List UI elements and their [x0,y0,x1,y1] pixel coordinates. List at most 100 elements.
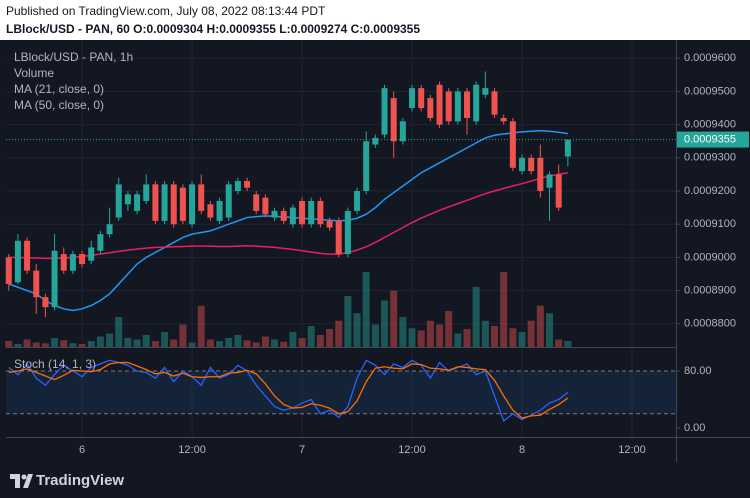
candle-body [97,234,104,251]
last-price-box [677,131,749,148]
y-tick-label: 0.00 [684,422,705,434]
y-tick-label: 0.0009300 [684,152,736,164]
volume-bar [41,343,49,347]
volume-label: Volume [14,66,54,80]
candle-body [280,210,287,221]
candle-body [24,240,31,271]
volume-bar [206,339,214,347]
candle-body [244,181,251,188]
candle-body [198,184,205,211]
candle-body [5,257,12,284]
volume-bar [106,333,114,347]
candle-body [60,254,67,271]
y-tick-label: 0.0009400 [684,119,736,131]
candle-body [317,200,324,225]
candle-body [189,184,196,225]
plot: 6 12:00 7 12:00 8 12:00 0.0009600 0.0009500 0.00… [5,52,749,456]
volume-bar [316,335,324,347]
y-tick-label: 0.0009100 [684,218,736,230]
volume-bar [445,311,453,347]
ma-line [8,129,568,312]
volume-bar [326,329,334,347]
volume-bar [463,329,471,347]
candle-body [344,210,351,255]
candle-body [262,197,269,215]
volume-bar [23,339,31,347]
volume-bar [472,287,480,347]
header-bg [0,0,750,40]
candle-body [555,174,562,208]
volume-bar [234,335,242,347]
volume-bar [307,326,315,347]
volume-bar [32,342,40,347]
stoch-line [8,359,569,422]
candle-body [491,91,498,115]
candle-body [500,117,507,122]
volume-bar [14,344,22,347]
candle-body [427,98,434,118]
candle-body [234,181,241,192]
volume-bar [280,341,288,347]
candle-body [161,184,168,221]
y-tick-label: 0.0008900 [684,284,736,296]
volume-bar [546,313,554,347]
candle-body [326,220,333,228]
volume-bar [408,328,416,347]
x-tick-label: 8 [519,444,525,456]
candle-body [354,191,361,211]
last-price-label: 0.0009355 [684,133,736,145]
volume-bar [353,313,361,347]
candle-body [528,157,535,172]
candle-body [381,88,388,135]
candle-body [390,98,397,142]
x-tick-label: 12:00 [178,444,206,456]
candle-body [179,187,186,221]
candle-body [372,137,379,145]
ma-label: MA (50, close, 0) [14,98,104,112]
y-tick-label: 0.0008800 [684,318,736,330]
y-tick-label: 0.0009600 [684,52,736,64]
volume-bar [289,332,297,347]
chart-bg [0,40,750,498]
volume-bar [197,305,205,347]
volume-bar [216,341,224,347]
volume-bar [564,341,572,347]
volume-bar [399,317,407,347]
volume-bar [344,296,352,347]
volume-bar [69,343,77,347]
stoch-band [6,371,676,414]
stoch-title: Stoch (14, 1, 3) [14,357,96,371]
volume-bar [527,320,535,347]
candle-body [51,250,58,308]
candle-body [88,247,95,261]
volume-bar [60,340,68,347]
volume-bar [536,305,544,347]
candle-body [170,184,177,225]
volume-bar [5,341,13,347]
volume-bar [555,339,563,347]
volume-bar [124,338,132,347]
candle-body [225,184,232,218]
x-tick-label: 12:00 [398,444,426,456]
candle-body [546,174,553,188]
candle-body [207,204,214,218]
x-tick-label: 7 [299,444,305,456]
candle-body [473,84,480,122]
candle-body [464,91,471,118]
volume-bar [115,317,123,347]
volume-bar [381,300,389,347]
grid [6,40,676,437]
candle-body [519,157,526,172]
volume-bar [78,344,86,347]
candle-body [69,254,76,271]
candle-body [482,88,489,95]
volume-bar [225,338,233,347]
candle-body [134,194,141,211]
volume-bar [500,272,508,347]
volume-bar [335,320,343,347]
candle-body [253,194,260,211]
volume-bar [426,320,434,347]
pane-title: LBlock/USD - PAN, 1h [14,50,133,64]
volume-bar [417,330,425,347]
candle-body [115,184,122,218]
